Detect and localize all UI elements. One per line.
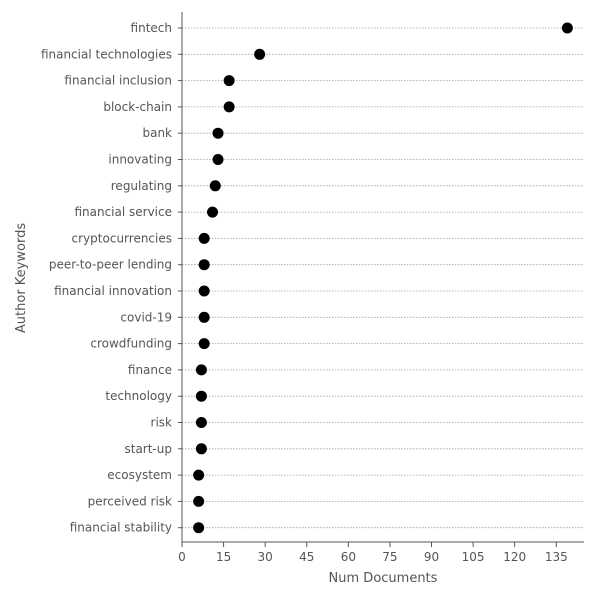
- marker-financial-stability: [193, 522, 205, 534]
- marker-risk: [195, 417, 207, 428]
- marker-covid-19: [198, 311, 210, 323]
- marker-bank: [212, 127, 224, 139]
- x-tick-label: 105: [462, 550, 485, 564]
- marker-financial-technologies: [254, 48, 266, 60]
- marker-finance: [195, 364, 207, 376]
- markers: [193, 22, 573, 534]
- y-tick-label: peer-to-peer lending: [49, 258, 172, 272]
- y-tick-label: finance: [128, 363, 172, 377]
- y-tick-label: crowdfunding: [90, 337, 172, 351]
- x-tick-label: 135: [545, 550, 568, 564]
- y-tick-label: bank: [142, 126, 172, 140]
- marker-peer-to-peer-lending: [198, 259, 210, 271]
- y-tick-label: start-up: [124, 442, 172, 456]
- marker-crowdfunding: [198, 338, 210, 350]
- marker-ecosystem: [193, 469, 205, 481]
- y-tick-label: perceived risk: [88, 494, 172, 508]
- y-tick-label: cryptocurrencies: [72, 231, 172, 245]
- marker-perceived-risk: [193, 495, 205, 507]
- marker-regulating: [209, 180, 221, 192]
- marker-start-up: [195, 443, 207, 455]
- x-tick-label: 30: [258, 550, 273, 564]
- y-tick-labels: fintech financial technologies financial i…: [41, 21, 182, 535]
- x-tick-label: 90: [424, 550, 439, 564]
- y-tick-label: innovating: [108, 153, 172, 167]
- y-tick-label: financial stability: [70, 521, 172, 535]
- x-tick-label: 0: [178, 550, 186, 564]
- marker-technology: [195, 390, 207, 402]
- y-tick-label: fintech: [131, 21, 172, 35]
- y-tick-label: financial inclusion: [64, 74, 172, 88]
- y-tick-label: risk: [151, 416, 173, 430]
- marker-financial-innovation: [198, 285, 210, 297]
- y-axis-title: Author Keywords: [14, 223, 29, 333]
- x-axis-title: Num Documents: [329, 571, 438, 586]
- y-tick-label: financial service: [74, 205, 172, 219]
- x-tick-label: 120: [503, 550, 526, 564]
- marker-fintech: [561, 22, 573, 34]
- marker-innovating: [212, 154, 224, 165]
- x-tick-labels: 0 15 30 45 60 75 90 105 120 135: [178, 542, 568, 564]
- axis-layer: [181, 12, 584, 543]
- grid-layer: [182, 27, 584, 529]
- x-tick-label: 45: [299, 550, 314, 564]
- y-tick-label: financial innovation: [54, 284, 172, 298]
- x-tick-label: 15: [216, 550, 231, 564]
- y-tick-label: ecosystem: [107, 468, 172, 482]
- x-tick-label: 75: [382, 550, 397, 564]
- marker-financial-service: [206, 206, 218, 218]
- y-tick-label: technology: [105, 389, 172, 403]
- y-tick-label: covid-19: [120, 310, 172, 324]
- marker-block-chain: [223, 101, 235, 113]
- x-tick-label: 60: [341, 550, 356, 564]
- y-tick-label: regulating: [111, 179, 172, 193]
- y-tick-label: block-chain: [103, 100, 172, 114]
- y-tick-label: financial technologies: [41, 47, 172, 61]
- marker-cryptocurrencies: [198, 232, 210, 244]
- marker-financial-inclusion: [223, 75, 235, 87]
